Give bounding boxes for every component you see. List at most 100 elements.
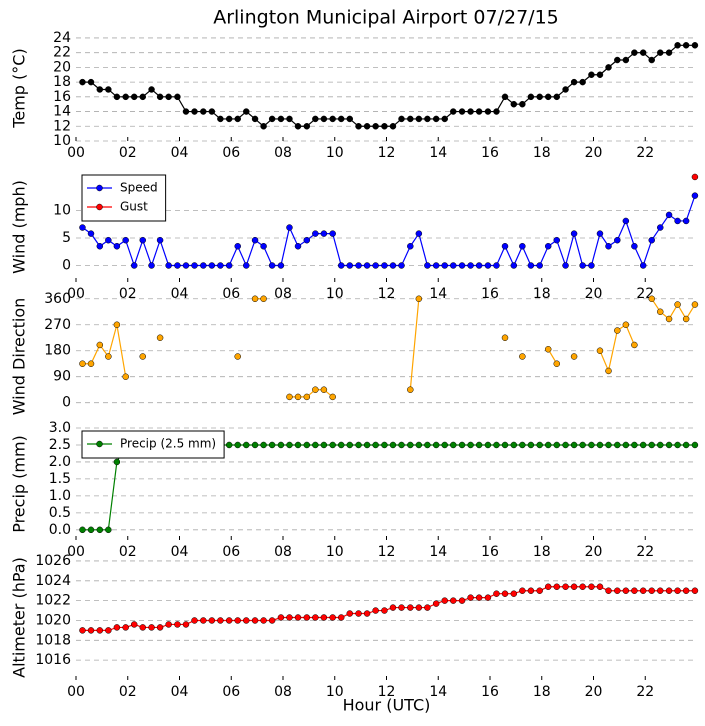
point <box>579 441 586 449</box>
x-tick-label: 22 <box>636 544 654 560</box>
point <box>303 393 311 401</box>
point <box>432 115 440 123</box>
y-tick-label: 1.5 <box>49 471 71 487</box>
point <box>251 115 259 123</box>
point <box>441 262 448 269</box>
point <box>217 617 224 624</box>
point <box>648 587 655 594</box>
point <box>260 123 267 130</box>
point <box>139 624 147 631</box>
point <box>562 86 569 93</box>
point <box>622 217 630 225</box>
y-tick-label: 2.0 <box>49 454 71 470</box>
point <box>337 441 345 449</box>
point <box>312 441 319 449</box>
point <box>165 262 172 269</box>
x-tick-label: 08 <box>274 544 292 560</box>
x-tick-label: 08 <box>274 684 292 700</box>
point <box>519 353 526 360</box>
point <box>363 123 371 130</box>
point <box>415 295 423 303</box>
point <box>320 441 328 449</box>
point <box>570 78 578 86</box>
x-tick-label: 02 <box>119 684 137 700</box>
point <box>346 441 354 449</box>
point <box>467 262 474 269</box>
point <box>441 441 448 449</box>
x-tick-label: 12 <box>378 684 396 700</box>
point <box>79 627 86 634</box>
point <box>665 441 673 449</box>
point <box>484 108 492 115</box>
point <box>432 441 440 449</box>
legend-label: Speed <box>120 181 158 195</box>
point <box>389 262 397 269</box>
x-tick-label: 16 <box>481 286 499 302</box>
y-axis-label: Altimeter (hPa) <box>10 557 29 678</box>
point <box>130 262 138 269</box>
point <box>657 224 664 231</box>
point <box>87 78 95 86</box>
point <box>130 93 138 101</box>
y-axis-label: Wind (mph) <box>10 180 29 274</box>
point <box>182 108 190 115</box>
point <box>79 526 86 534</box>
point <box>527 441 535 449</box>
point <box>665 587 673 594</box>
point <box>312 614 319 621</box>
point <box>113 624 121 631</box>
point <box>217 262 224 269</box>
point <box>536 587 543 594</box>
point <box>122 93 129 101</box>
y-tick-label: 180 <box>44 343 71 359</box>
y-tick-label: 1026 <box>35 553 71 569</box>
y-tick-label: 12 <box>53 118 71 134</box>
point <box>165 93 172 101</box>
point <box>355 262 362 269</box>
point <box>639 587 647 594</box>
point <box>588 71 595 78</box>
x-tick-label: 22 <box>636 684 654 700</box>
point <box>648 441 655 449</box>
legend-marker <box>96 184 103 192</box>
point <box>122 236 129 244</box>
point <box>346 115 354 123</box>
point <box>691 587 699 594</box>
point <box>493 590 500 597</box>
point <box>303 614 311 621</box>
point <box>544 346 552 353</box>
point <box>260 617 267 624</box>
point <box>286 115 293 123</box>
point <box>441 597 448 604</box>
point <box>148 262 155 269</box>
point <box>639 441 647 449</box>
point <box>510 100 518 108</box>
point <box>200 617 207 624</box>
point <box>122 373 129 380</box>
point <box>234 353 241 360</box>
x-tick-label: 10 <box>326 684 344 700</box>
y-tick-label: 0 <box>62 395 71 411</box>
x-tick-label: 20 <box>585 145 603 161</box>
point <box>674 42 681 49</box>
x-tick-label: 08 <box>274 145 292 161</box>
point <box>415 604 423 611</box>
point <box>605 587 612 594</box>
x-tick-label: 20 <box>585 544 603 560</box>
point <box>277 115 285 123</box>
point <box>303 236 311 244</box>
point <box>579 78 586 86</box>
point <box>475 262 483 269</box>
point <box>398 262 405 269</box>
x-tick-label: 04 <box>171 544 189 560</box>
point <box>544 583 552 590</box>
y-tick-label: 0.0 <box>49 522 71 538</box>
point <box>631 587 638 594</box>
point <box>225 617 233 624</box>
y-tick-label: 10 <box>53 133 71 149</box>
x-axis-label: Hour (UTC) <box>343 696 431 715</box>
point <box>407 386 414 393</box>
point <box>657 441 664 449</box>
point <box>415 230 423 237</box>
point <box>337 115 345 123</box>
